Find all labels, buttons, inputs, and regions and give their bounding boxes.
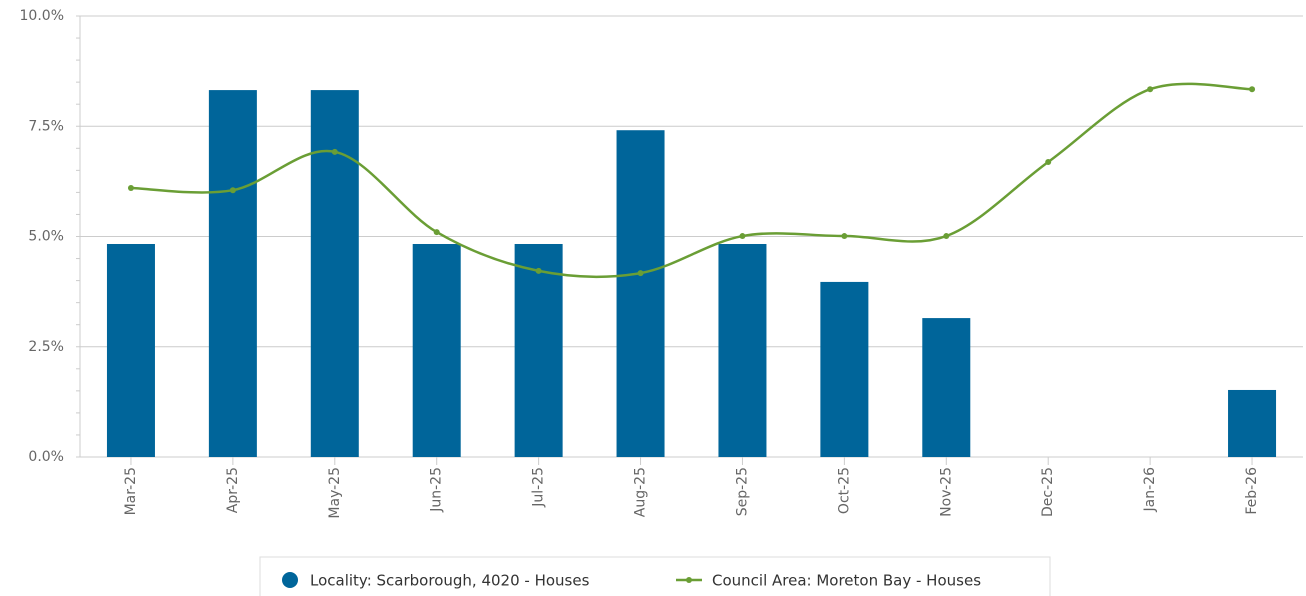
line-point (1045, 158, 1052, 165)
bar (616, 130, 665, 457)
bar (820, 281, 869, 457)
x-tick-label: Oct-25 (836, 467, 852, 514)
x-tick-label: Jan-26 (1142, 467, 1158, 513)
x-tick-label: Mar-25 (123, 467, 139, 515)
bar (922, 318, 971, 457)
line-point (331, 148, 338, 155)
line-point (841, 233, 848, 240)
legend-symbol (686, 577, 692, 583)
legend-label: Council Area: Moreton Bay - Houses (712, 572, 981, 590)
x-tick-label: Aug-25 (633, 467, 649, 517)
legend-label: Locality: Scarborough, 4020 - Houses (310, 572, 590, 590)
x-tick-label: Apr-25 (225, 467, 241, 513)
x-tick-label: Jun-25 (429, 467, 445, 513)
x-tick-label: Jul-25 (531, 467, 547, 508)
bar (718, 243, 767, 457)
x-tick-label: Dec-25 (1040, 467, 1056, 517)
legend-symbol (282, 572, 298, 588)
y-tick-label: 10.0% (20, 8, 64, 24)
bar (310, 90, 359, 457)
y-tick-label: 5.0% (28, 229, 64, 245)
bar (412, 243, 461, 457)
bar (106, 243, 155, 457)
line-point (535, 267, 542, 274)
bar (208, 90, 257, 457)
y-tick-label: 7.5% (28, 118, 64, 134)
line-point (433, 229, 440, 236)
x-tick-label: Feb-26 (1244, 467, 1260, 515)
x-tick-label: May-25 (327, 467, 343, 519)
legend-box (259, 556, 1051, 596)
bar (514, 243, 563, 457)
x-tick-label: Sep-25 (734, 467, 750, 516)
line-point (229, 187, 236, 194)
y-tick-label: 2.5% (28, 339, 64, 355)
line-point (127, 184, 134, 191)
line-point (943, 233, 950, 240)
bar (1228, 389, 1277, 457)
x-tick-label: Nov-25 (938, 467, 954, 517)
line (130, 82, 1253, 279)
line-point (637, 270, 644, 277)
y-tick-label: 0.0% (28, 449, 64, 465)
line-point (739, 233, 746, 240)
line-point (1147, 86, 1154, 93)
line-point (1249, 86, 1256, 93)
